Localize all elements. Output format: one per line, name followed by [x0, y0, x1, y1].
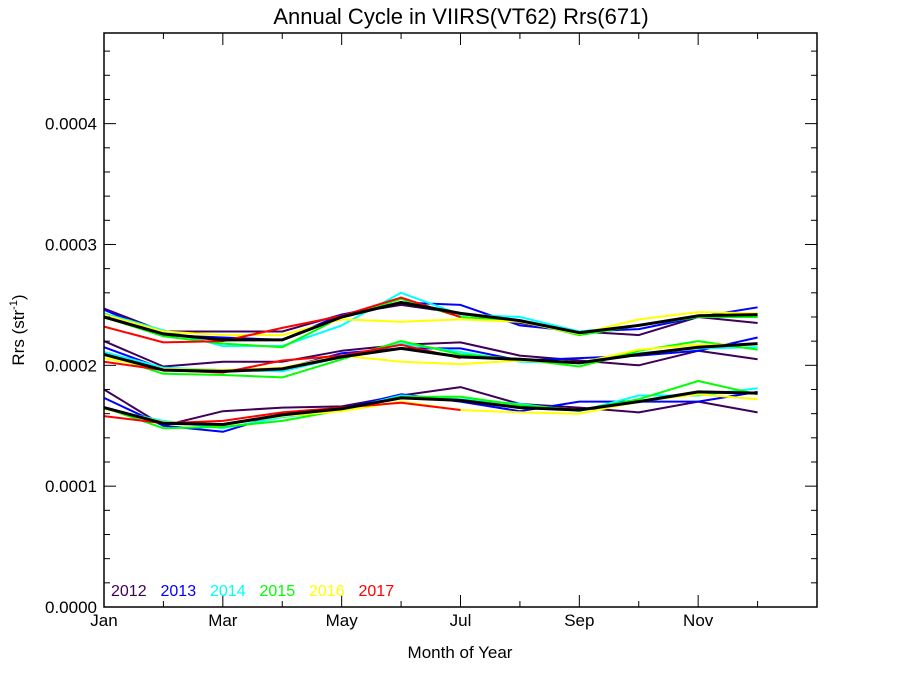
- series-line-2016-1: [103, 311, 758, 337]
- legend-item-2015: 2015: [260, 583, 296, 600]
- mean-line-2: [103, 342, 758, 373]
- legend-item-2013: 2013: [161, 583, 197, 600]
- y-axis-label-superscript: -1: [8, 300, 20, 310]
- x-tick-label: Mar: [208, 611, 238, 630]
- series-line-2015-3: [103, 380, 758, 430]
- mean-line-1: [103, 301, 758, 342]
- y-tick-label: 0.0001: [45, 477, 97, 496]
- series-line-2017-1: [103, 296, 461, 344]
- y-tick-label: 0.0004: [45, 115, 97, 134]
- x-tick-label: May: [326, 611, 359, 630]
- ticks-layer: Jan Mar May Jul Sep Nov 0.0000 0.0001 0.0002 0.00…: [45, 33, 818, 630]
- chart-title: Annual Cycle in VIIRS(VT62) Rrs(671): [273, 4, 648, 29]
- y-axis-label-text: Rrs (str: [9, 310, 28, 366]
- x-axis-label: Month of Year: [408, 643, 513, 662]
- y-axis-label-close: ): [9, 294, 28, 300]
- legend: 2012 2013 2014 2015 2016 2017: [111, 583, 394, 600]
- series-line-2012-2: [103, 340, 758, 368]
- x-tick-label: Nov: [683, 611, 714, 630]
- mean-line-3: [103, 390, 758, 426]
- legend-item-2012: 2012: [111, 583, 147, 600]
- y-tick-label: 0.0000: [45, 598, 97, 617]
- series-layer: [103, 291, 758, 433]
- x-tick-label: Sep: [564, 611, 594, 630]
- y-tick-label: 0.0003: [45, 235, 97, 254]
- legend-item-2014: 2014: [210, 583, 246, 600]
- y-axis-label: Rrs (str-1): [8, 294, 28, 365]
- x-tick-label: Jul: [450, 611, 472, 630]
- legend-item-2017: 2017: [359, 583, 395, 600]
- legend-item-2016: 2016: [309, 583, 345, 600]
- series-line-2012-3: [103, 386, 758, 427]
- y-tick-label: 0.0002: [45, 356, 97, 375]
- x-tick-label: Jan: [90, 611, 117, 630]
